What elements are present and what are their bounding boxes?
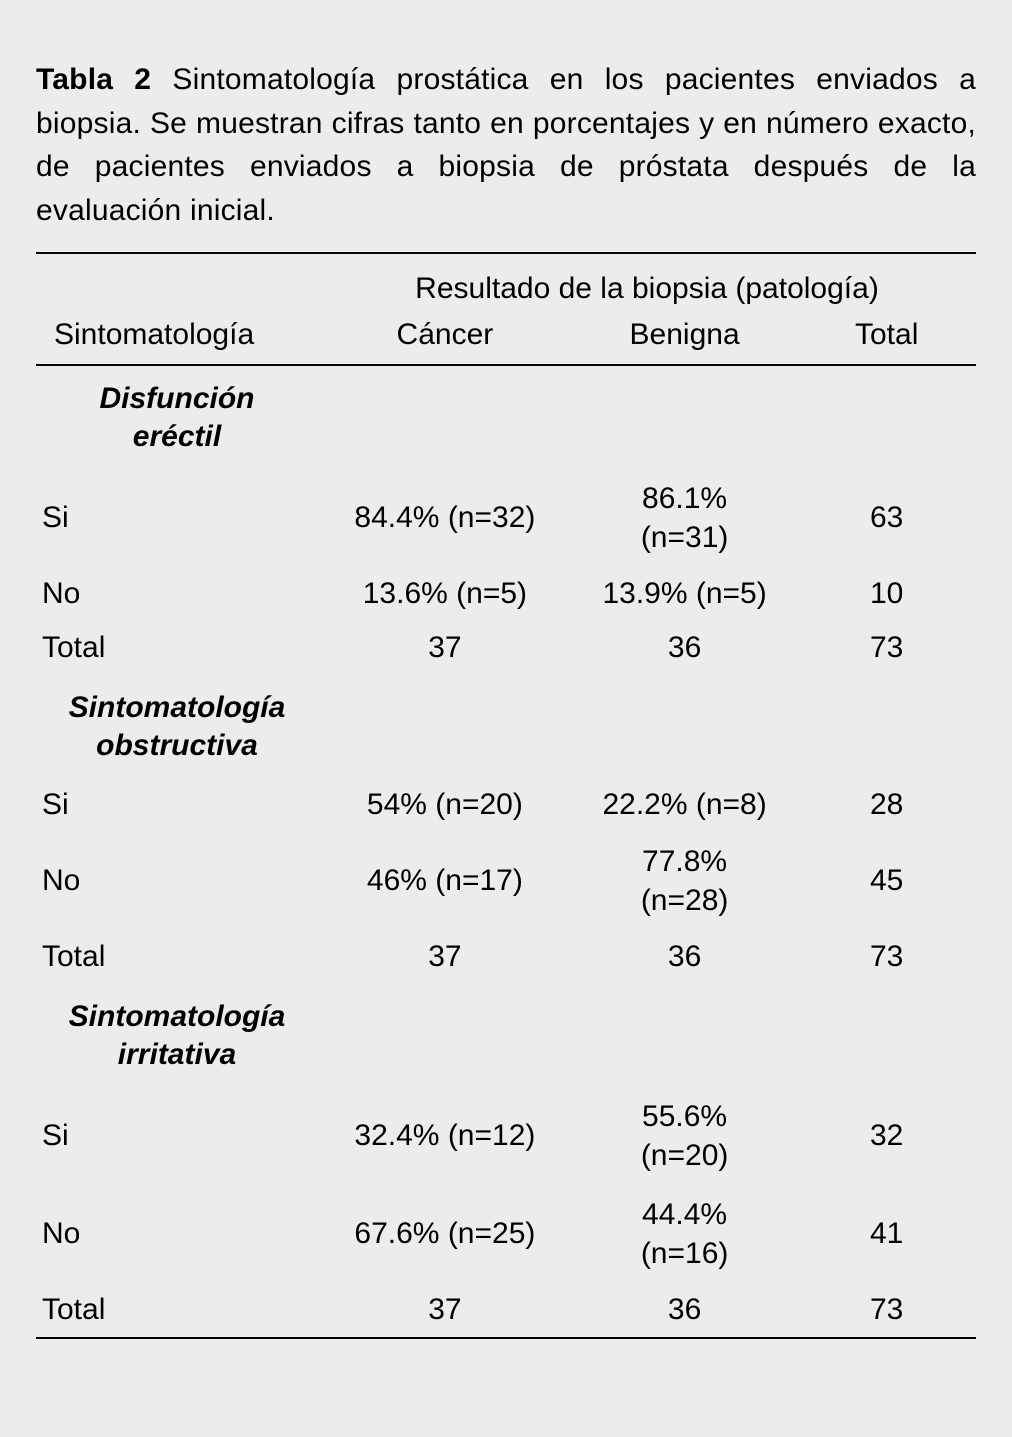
table-caption: Tabla 2 Sintomatología prostática en los… bbox=[36, 58, 976, 232]
cell-total: 45 bbox=[797, 832, 976, 930]
row-label: No bbox=[36, 832, 318, 930]
cell-benigna: 77.8%(n=28) bbox=[572, 832, 798, 930]
section-header: Disfuncióneréctil bbox=[36, 365, 318, 469]
cell-cancer: 54% (n=20) bbox=[318, 778, 572, 832]
blank-cell bbox=[318, 365, 572, 469]
cell-total: 73 bbox=[797, 1283, 976, 1338]
cell-benigna: 36 bbox=[572, 1283, 798, 1338]
cell-benigna: 36 bbox=[572, 621, 798, 675]
cell-cancer: 67.6% (n=25) bbox=[318, 1185, 572, 1283]
cell-benigna: 36 bbox=[572, 930, 798, 984]
cell-total: 10 bbox=[797, 567, 976, 621]
section-header: Sintomatologíairritativa bbox=[36, 984, 318, 1087]
span-header: Resultado de la biopsia (patología) bbox=[318, 253, 976, 314]
cell-total: 73 bbox=[797, 621, 976, 675]
table-label: Tabla 2 bbox=[36, 63, 151, 96]
cell-cancer: 46% (n=17) bbox=[318, 832, 572, 930]
cell-total: 28 bbox=[797, 778, 976, 832]
row-label: Si bbox=[36, 1087, 318, 1185]
section-header: Sintomatologíaobstructiva bbox=[36, 675, 318, 778]
cell-cancer: 84.4% (n=32) bbox=[318, 469, 572, 567]
cell-total: 63 bbox=[797, 469, 976, 567]
blank-cell bbox=[318, 675, 572, 778]
cell-cancer: 37 bbox=[318, 930, 572, 984]
biopsy-table: Resultado de la biopsia (patología)Sinto… bbox=[36, 252, 976, 1339]
blank-cell bbox=[797, 984, 976, 1087]
blank-cell bbox=[318, 984, 572, 1087]
cell-total: 41 bbox=[797, 1185, 976, 1283]
cell-cancer: 13.6% (n=5) bbox=[318, 567, 572, 621]
cell-cancer: 32.4% (n=12) bbox=[318, 1087, 572, 1185]
blank-cell bbox=[797, 365, 976, 469]
blank-cell bbox=[36, 253, 318, 314]
cell-benigna: 13.9% (n=5) bbox=[572, 567, 798, 621]
column-header: Cáncer bbox=[318, 314, 572, 365]
cell-total: 73 bbox=[797, 930, 976, 984]
row-label: No bbox=[36, 1185, 318, 1283]
cell-benigna: 44.4%(n=16) bbox=[572, 1185, 798, 1283]
cell-total: 32 bbox=[797, 1087, 976, 1185]
cell-benigna: 22.2% (n=8) bbox=[572, 778, 798, 832]
blank-cell bbox=[572, 984, 798, 1087]
cell-cancer: 37 bbox=[318, 1283, 572, 1338]
blank-cell bbox=[572, 365, 798, 469]
column-header: Sintomatología bbox=[36, 314, 318, 365]
cell-benigna: 86.1%(n=31) bbox=[572, 469, 798, 567]
row-label: Total bbox=[36, 930, 318, 984]
blank-cell bbox=[797, 675, 976, 778]
row-label: No bbox=[36, 567, 318, 621]
column-header: Total bbox=[797, 314, 976, 365]
row-label: Si bbox=[36, 778, 318, 832]
cell-cancer: 37 bbox=[318, 621, 572, 675]
row-label: Total bbox=[36, 1283, 318, 1338]
blank-cell bbox=[572, 675, 798, 778]
row-label: Si bbox=[36, 469, 318, 567]
table-caption-text: Sintomatología prostática en los pacient… bbox=[36, 63, 976, 227]
cell-benigna: 55.6%(n=20) bbox=[572, 1087, 798, 1185]
column-header: Benigna bbox=[572, 314, 798, 365]
row-label: Total bbox=[36, 621, 318, 675]
